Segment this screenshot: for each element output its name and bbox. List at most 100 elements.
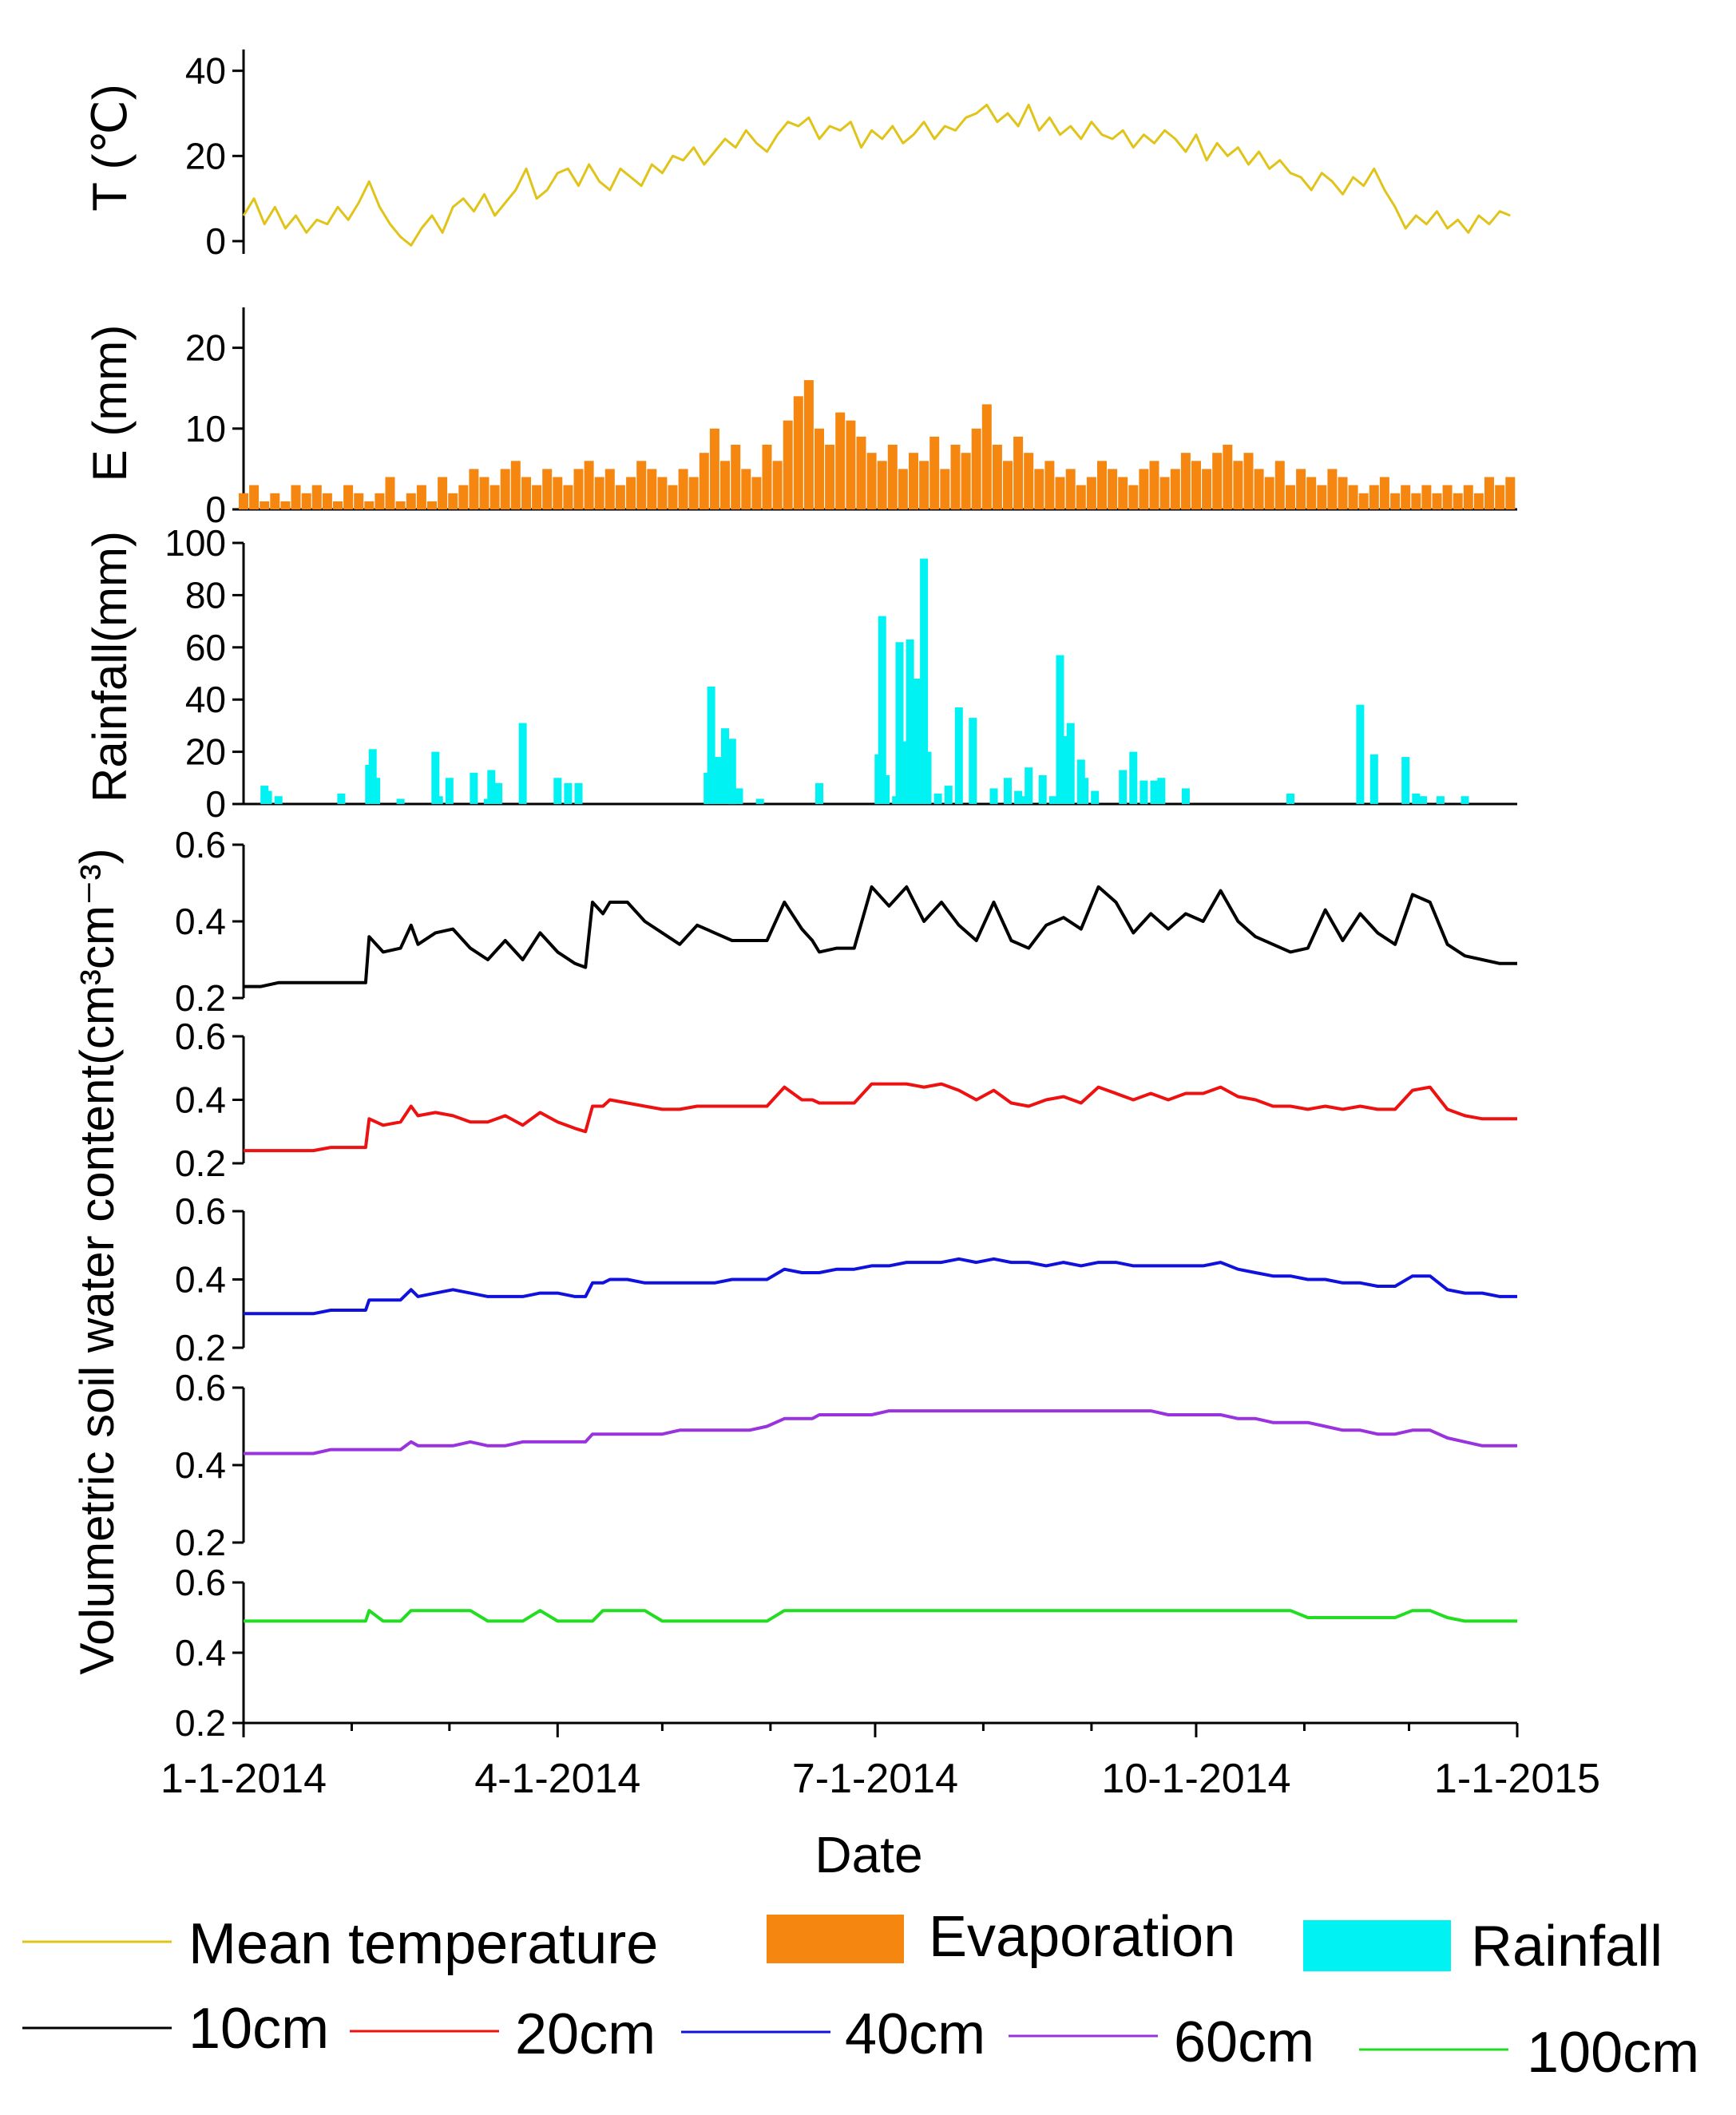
evaporation-bar <box>720 461 730 509</box>
evaporation-bar <box>688 477 699 509</box>
rainfall-bar <box>707 686 715 804</box>
evaporation-bar <box>636 461 647 509</box>
evaporation-bar <box>1139 469 1149 509</box>
rainfall-bar <box>264 790 272 804</box>
evaporation-bar <box>1170 469 1180 509</box>
swc-20cm-y-tick-label: 0.4 <box>175 1079 226 1121</box>
rainfall-bar <box>470 772 478 804</box>
evaporation-bar <box>1202 469 1212 509</box>
evaporation-bar <box>395 501 406 509</box>
evaporation-bar <box>751 477 762 509</box>
swc-line-60cm <box>244 1409 1517 1456</box>
rainfall-bar <box>553 778 562 804</box>
evaporation-bar <box>1348 485 1358 509</box>
evaporation-bar <box>280 501 291 509</box>
evaporation-bar <box>971 428 981 509</box>
swc-panel-40cm: 0.2 0.4 0.6 <box>175 1190 1517 1368</box>
rainfall-bar <box>1056 655 1064 804</box>
rainfall-bar <box>969 718 977 804</box>
swc-panel-60cm: 0.2 0.4 0.6 <box>175 1367 1517 1563</box>
rainfall-bar <box>1157 778 1166 804</box>
evap-y-tick-label: 0 <box>205 489 226 530</box>
rainfall-bar <box>913 679 922 804</box>
legend-label-evaporation: Evaporation <box>929 1905 1235 1969</box>
evaporation-bar <box>1286 485 1295 509</box>
legend-label-60cm: 60cm <box>1174 2010 1314 2074</box>
evaporation-bar <box>772 461 783 509</box>
swc-60cm-y-tick-label: 0.6 <box>175 1367 226 1408</box>
rainfall-bar <box>564 782 573 804</box>
rain-y-tick-label: 40 <box>185 679 226 720</box>
evaporation-bar <box>1411 493 1421 509</box>
temp-y-tick-label: 20 <box>185 135 226 176</box>
rainfall-bar <box>1004 778 1012 804</box>
temp-y-tick-label: 40 <box>185 50 226 92</box>
rain-y-tick-label: 60 <box>185 627 226 668</box>
swc-40cm-y-tick-label: 0.4 <box>175 1259 226 1301</box>
evaporation-bar <box>438 477 448 509</box>
evaporation-bar <box>364 501 375 509</box>
evaporation-bar <box>1296 469 1306 509</box>
evaporation-bar <box>1180 453 1191 509</box>
rainfall-bar <box>1139 780 1148 804</box>
evaporation-bar <box>1463 485 1473 509</box>
rain-y-tick-label: 20 <box>185 731 226 773</box>
evaporation-bar <box>856 436 866 509</box>
x-tick-label: 4-1-2014 <box>474 1756 640 1802</box>
evaporation-bar <box>981 404 992 509</box>
evaporation-bar <box>1274 461 1285 509</box>
evaporation-bar <box>1097 461 1107 509</box>
swc-10cm-y-tick-label: 0.2 <box>175 977 226 1019</box>
rainfall-bar <box>923 751 932 804</box>
rainfall-bar <box>1066 723 1075 804</box>
evaporation-bar <box>1379 477 1389 509</box>
swc-axis-title: Volumetric soil water content(cm³cm⁻³) <box>70 848 124 1674</box>
evaporation-bar <box>573 469 584 509</box>
evaporation-bar <box>825 445 835 509</box>
swc-100cm-y-tick-label: 0.6 <box>175 1562 226 1603</box>
evaporation-bar <box>354 493 364 509</box>
evaporation-bar <box>741 469 751 509</box>
soil-water-panels: 0.20.40.60.20.40.60.20.40.60.20.40.60.20… <box>175 824 1517 1744</box>
evaporation-bar <box>1191 461 1201 509</box>
rainfall-bar <box>727 739 736 805</box>
swc-panel-100cm: 0.2 0.4 0.6 <box>175 1562 1517 1744</box>
evaporation-bar <box>866 453 877 509</box>
evaporation-bar <box>887 445 898 509</box>
evaporation-bar <box>1390 493 1401 509</box>
rainfall-bar <box>1091 790 1100 804</box>
evaporation-bar <box>898 469 908 509</box>
rainfall-bar <box>714 757 723 804</box>
rainfall-bar <box>487 770 496 804</box>
rainfall-bar <box>574 782 583 804</box>
evaporation-bar <box>375 493 385 509</box>
rainfall-bar <box>337 793 346 804</box>
rainfall-bar <box>396 798 405 804</box>
rainfall-bar <box>954 707 963 804</box>
rainfall-bar <box>1461 796 1469 804</box>
x-tick-label: 1-1-2014 <box>161 1756 327 1802</box>
x-tick-label: 10-1-2014 <box>1101 1756 1290 1802</box>
evaporation-bar <box>1401 485 1411 509</box>
temperature-panel: 0 20 40 <box>185 50 1511 262</box>
evaporation-bar <box>1212 453 1223 509</box>
rainfall-axis-title: Rainfall(mm) <box>83 531 137 802</box>
swc-100cm-y-tick-label: 0.2 <box>175 1702 226 1744</box>
evaporation-bar <box>311 485 322 509</box>
rainfall-bar <box>933 793 942 804</box>
swc-line-10cm <box>244 885 1517 988</box>
evaporation-bar <box>1453 493 1463 509</box>
evaporation-bar <box>929 436 940 509</box>
evaporation-bar <box>1044 461 1055 509</box>
evaporation-bar <box>709 428 719 509</box>
evaporation-bar <box>615 485 625 509</box>
evaporation-bar <box>814 428 824 509</box>
evaporation-bar <box>1473 493 1484 509</box>
rainfall-bar <box>1419 796 1427 804</box>
evap-y-tick-label: 10 <box>185 408 226 450</box>
rainfall-bar <box>882 775 890 804</box>
evaporation-bar <box>1306 477 1317 509</box>
evaporation-bar <box>385 477 395 509</box>
rainfall-bar <box>944 786 953 804</box>
evaporation-bar <box>699 453 709 509</box>
